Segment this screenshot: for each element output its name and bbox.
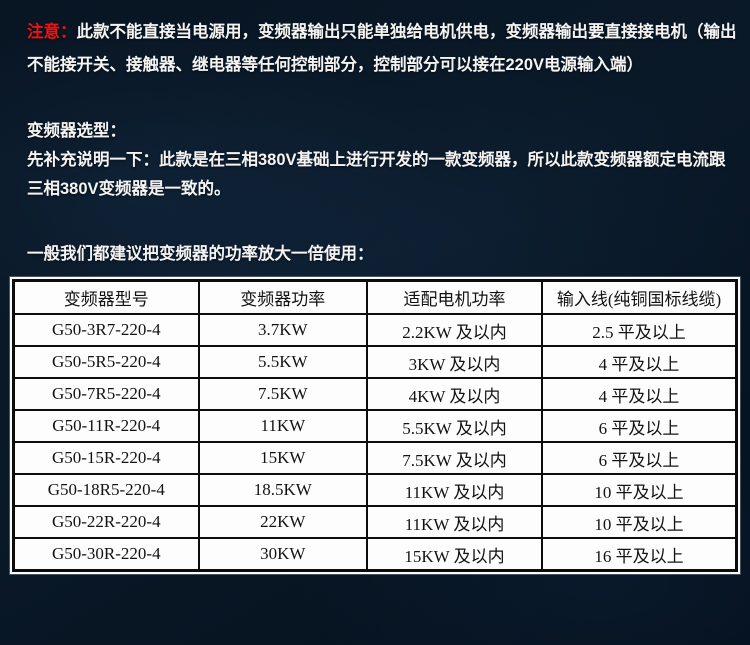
table-cell: 6 平及以上: [540, 409, 738, 443]
table-cell: 11KW: [197, 409, 369, 443]
table-cell: 18.5KW: [197, 473, 369, 507]
table-cell: 6 平及以上: [540, 441, 738, 475]
table-cell: 15KW 及以内: [366, 537, 543, 572]
selection-section: 变频器选型： 先补充说明一下：此款是在三相380V基础上进行开发的一款变频器，所…: [27, 117, 740, 204]
column-header: 输入线(纯铜国标线缆): [540, 279, 738, 315]
table-cell: 16 平及以上: [540, 537, 738, 572]
table-row: G50-5R5-220-4 5.5KW 3KW 及以内 4 平及以上: [12, 345, 738, 379]
selection-body: 先补充说明一下：此款是在三相380V基础上进行开发的一款变频器，所以此款变频器额…: [27, 151, 726, 198]
spec-table: 变频器型号 变频器功率 适配电机功率 输入线(纯铜国标线缆) G50-3R7-220-4…: [12, 279, 738, 572]
table-row: G50-18R5-220-4 18.5KW 11KW 及以内 10 平及以上: [12, 473, 738, 507]
table-row: G50-22R-220-4 22KW 11KW 及以内 10 平及以上: [12, 505, 738, 539]
table-cell: 3KW 及以内: [366, 345, 543, 379]
header-row: 变频器型号 变频器功率 适配电机功率 输入线(纯铜国标线缆): [12, 279, 738, 315]
table-cell: 15KW: [197, 441, 369, 475]
table-cell: 22KW: [197, 505, 369, 539]
notice-label: 注意：: [27, 23, 77, 41]
table-cell: 11KW 及以内: [366, 505, 543, 539]
table-cell: 2.2KW 及以内: [366, 313, 543, 347]
table-cell: G50-5R5-220-4: [12, 345, 200, 379]
table-row: G50-30R-220-4 30KW 15KW 及以内 16 平及以上: [12, 537, 738, 572]
spec-table-wrap: 变频器型号 变频器功率 适配电机功率 输入线(纯铜国标线缆) G50-3R7-220-4…: [10, 277, 740, 574]
table-cell: G50-7R5-220-4: [12, 377, 200, 411]
table-cell: G50-15R-220-4: [12, 441, 200, 475]
page: 注意：此款不能直接当电源用，变频器输出只能单独给电机供电，变频器输出要直接接电机…: [0, 16, 750, 645]
table-cell: 4KW 及以内: [366, 377, 543, 411]
table-row: G50-7R5-220-4 7.5KW 4KW 及以内 4 平及以上: [12, 377, 738, 411]
table-cell: G50-11R-220-4: [12, 409, 200, 443]
table-cell: 7.5KW: [197, 377, 369, 411]
table-cell: 2.5 平及以上: [540, 313, 738, 347]
selection-title: 变频器选型：: [27, 122, 126, 140]
table-cell: 7.5KW 及以内: [366, 441, 543, 475]
table-cell: G50-3R7-220-4: [12, 313, 200, 347]
table-cell: 10 平及以上: [540, 473, 738, 507]
table-intro: 一般我们都建议把变频器的功率放大一倍使用：: [27, 245, 374, 263]
table-cell: 5.5KW: [197, 345, 369, 379]
table-cell: 5.5KW 及以内: [366, 409, 543, 443]
column-header: 适配电机功率: [366, 279, 543, 315]
table-cell: 30KW: [197, 537, 369, 572]
table-row: G50-11R-220-4 11KW 5.5KW 及以内 6 平及以上: [12, 409, 738, 443]
table-cell: G50-18R5-220-4: [12, 473, 200, 507]
table-row: G50-15R-220-4 15KW 7.5KW 及以内 6 平及以上: [12, 441, 738, 475]
table-cell: G50-30R-220-4: [12, 537, 200, 572]
table-cell: 4 平及以上: [540, 377, 738, 411]
notice-paragraph: 注意：此款不能直接当电源用，变频器输出只能单独给电机供电，变频器输出要直接接电机…: [27, 16, 740, 82]
table-cell: 3.7KW: [197, 313, 369, 347]
table-row: G50-3R7-220-4 3.7KW 2.2KW 及以内 2.5 平及以上: [12, 313, 738, 347]
table-cell: 10 平及以上: [540, 505, 738, 539]
table-cell: 11KW 及以内: [366, 473, 543, 507]
notice-text: 此款不能直接当电源用，变频器输出只能单独给电机供电，变频器输出要直接接电机（输出…: [27, 23, 737, 74]
column-header: 变频器功率: [197, 279, 369, 315]
table-cell: G50-22R-220-4: [12, 505, 200, 539]
table-cell: 4 平及以上: [540, 345, 738, 379]
column-header: 变频器型号: [12, 279, 200, 315]
